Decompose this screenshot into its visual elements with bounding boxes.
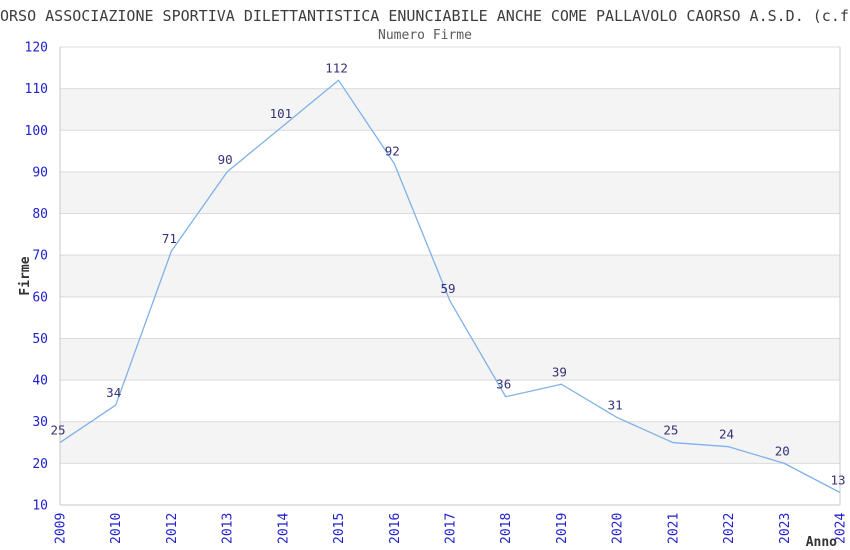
x-tick-label: 2015: [332, 513, 347, 544]
data-label: 71: [162, 231, 177, 246]
plot-band: [60, 88, 840, 131]
x-tick-label: 2013: [221, 513, 236, 544]
data-label: 24: [719, 427, 734, 442]
y-tick-label: 120: [25, 41, 48, 56]
plot-band: [60, 338, 840, 381]
data-label: 36: [496, 377, 511, 392]
x-tick-label: 2020: [611, 513, 626, 544]
signatures-line: [59, 79, 841, 494]
x-tick-label: 2024: [834, 513, 849, 544]
x-tick-label: 2018: [499, 513, 514, 544]
plot-band: [60, 255, 840, 297]
y-tick-label: 110: [25, 82, 48, 97]
y-tick-label: 70: [32, 249, 48, 264]
x-tick-label: 2016: [388, 513, 403, 544]
chart-main-title: ORSO ASSOCIAZIONE SPORTIVA DILETTANTISTI…: [0, 7, 850, 25]
y-tick-label: 20: [32, 457, 48, 472]
x-tick-label: 2009: [54, 513, 69, 544]
data-label: 59: [440, 281, 455, 296]
data-label: 112: [325, 60, 348, 75]
data-label: 31: [608, 398, 623, 413]
data-label: 92: [385, 144, 400, 159]
data-label: 25: [663, 423, 678, 438]
plot-band: [60, 421, 840, 464]
x-tick-label: 2010: [109, 513, 124, 544]
y-tick-label: 100: [25, 124, 48, 139]
y-tick-label: 60: [32, 290, 48, 305]
data-label: 101: [270, 106, 293, 121]
y-tick-label: 40: [32, 374, 48, 389]
y-axis-title: Firme: [18, 256, 33, 295]
x-tick-label: 2019: [555, 513, 570, 544]
data-label: 90: [218, 152, 233, 167]
x-tick-label: 2014: [276, 513, 291, 544]
x-tick-label: 2022: [722, 513, 737, 544]
x-tick-label: 2023: [778, 513, 793, 544]
data-label: 20: [775, 443, 790, 458]
x-tick-label: 2021: [666, 513, 681, 544]
plot-band: [60, 171, 840, 214]
y-tick-label: 90: [32, 165, 48, 180]
y-tick-label: 30: [32, 415, 48, 430]
data-label: 34: [106, 385, 121, 400]
data-label: 39: [552, 364, 567, 379]
x-tick-label: 2012: [165, 513, 180, 544]
y-tick-label: 10: [32, 499, 48, 514]
x-tick-label: 2017: [444, 513, 459, 544]
data-label: 13: [830, 473, 845, 488]
y-tick-label: 80: [32, 207, 48, 222]
y-tick-label: 50: [32, 332, 48, 347]
chart-subtitle: Numero Firme: [378, 28, 472, 43]
x-axis-title: Anno: [806, 535, 837, 550]
data-label: 25: [50, 423, 65, 438]
